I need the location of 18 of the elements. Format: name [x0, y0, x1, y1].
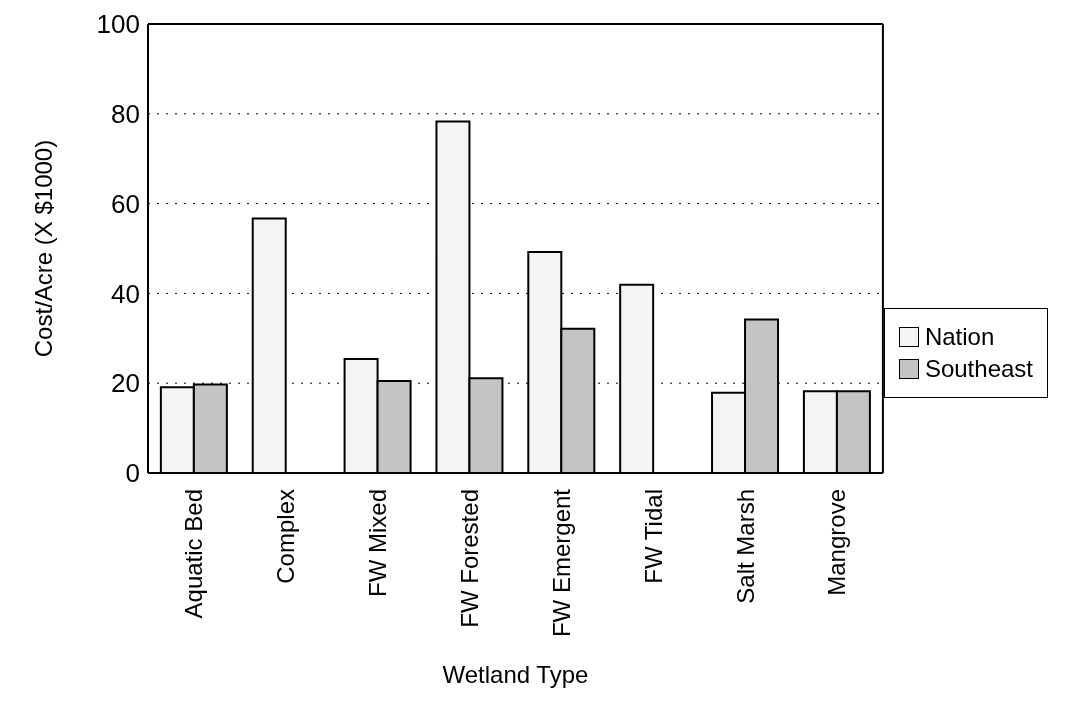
y-tick-label: 40: [111, 278, 140, 309]
x-tick-label: Mangrove: [823, 489, 851, 596]
y-axis-title: Cost/Acre (X $1000): [29, 139, 57, 358]
y-tick-label: 100: [96, 9, 140, 40]
y-tick-label: 80: [111, 99, 140, 130]
x-axis-title: Wetland Type: [442, 661, 589, 688]
x-tick-label: FW Mixed: [364, 489, 392, 597]
x-tick-label: Aquatic Bed: [180, 489, 208, 619]
y-tick-label: 0: [125, 458, 140, 489]
legend-label: Nation: [924, 323, 995, 351]
y-tick-label: 60: [111, 188, 140, 219]
x-tick-label: FW Forested: [456, 489, 484, 628]
y-tick-label: 20: [111, 368, 140, 399]
x-tick-label: FW Tidal: [639, 489, 667, 584]
x-tick-label: FW Emergent: [547, 488, 575, 638]
x-tick-label: Salt Marsh: [731, 489, 759, 604]
legend-label: Southeast: [924, 355, 1033, 383]
x-tick-label: Complex: [272, 489, 300, 584]
